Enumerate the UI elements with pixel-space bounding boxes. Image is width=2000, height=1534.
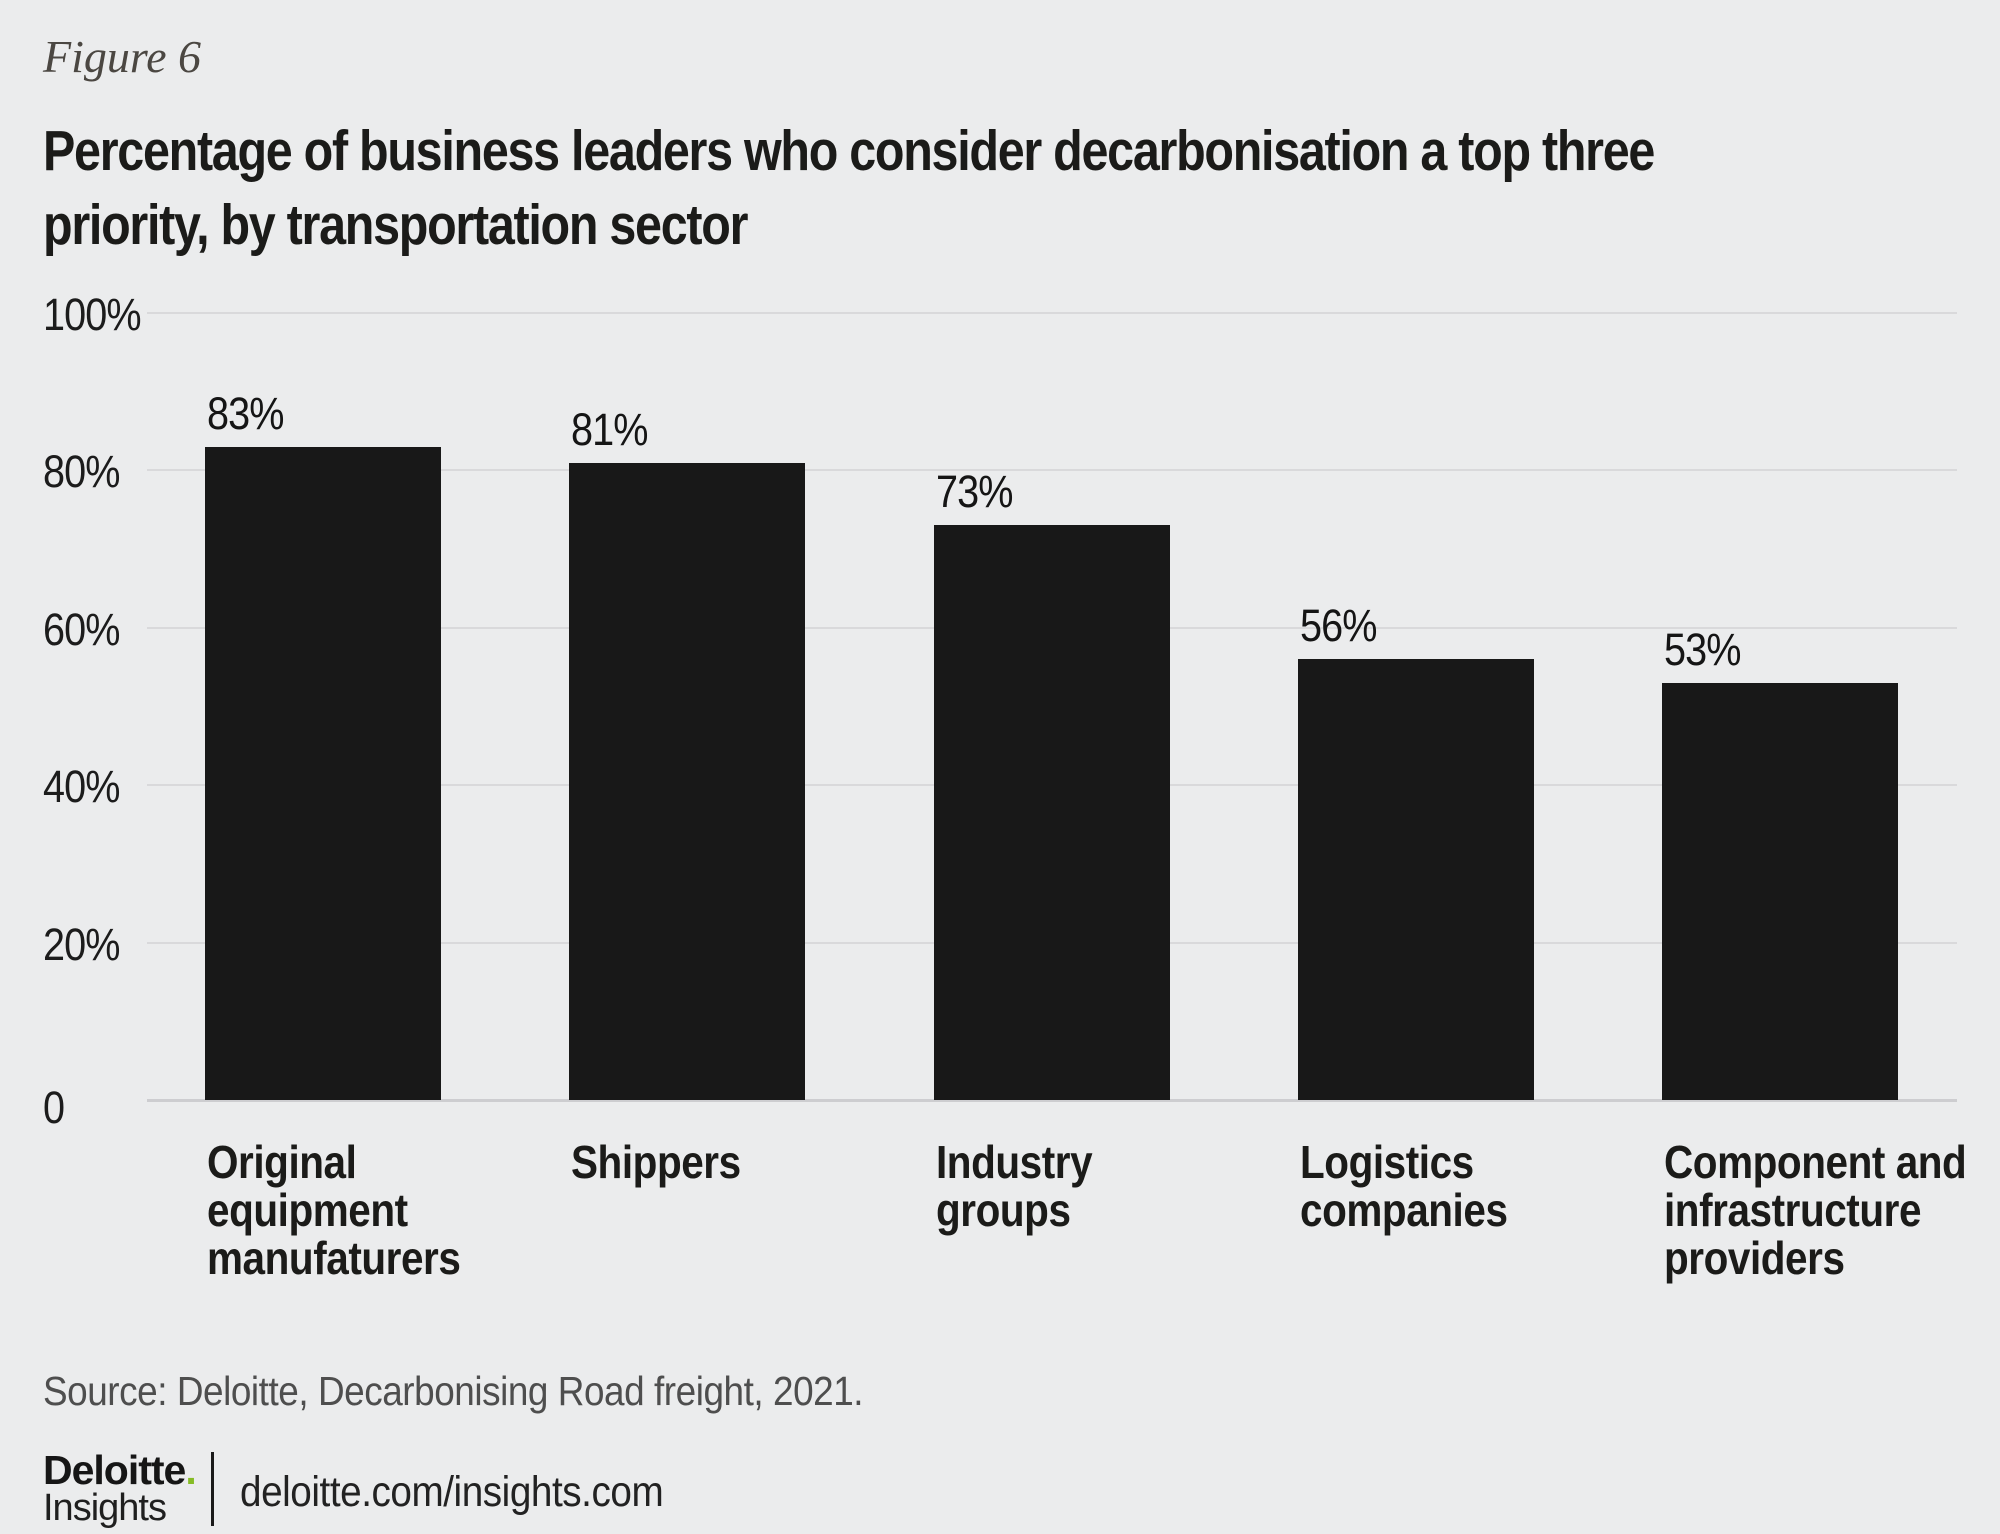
brand-wordmark: Deloitte. xyxy=(43,1447,197,1493)
brand-text: Deloitte xyxy=(43,1447,186,1493)
footer-divider xyxy=(211,1452,214,1526)
bar-5 xyxy=(1662,682,1898,1100)
brand-subtitle: Insights xyxy=(43,1487,167,1529)
y-axis-tick-label: 40% xyxy=(43,761,121,813)
x-axis-baseline xyxy=(147,1099,1957,1102)
y-axis-tick-label: 0 xyxy=(43,1082,65,1133)
bar-value-label: 83% xyxy=(207,387,285,439)
category-label-line: manufaturers xyxy=(207,1232,461,1284)
category-label-line: Component and xyxy=(1664,1136,1967,1188)
gridline-100 xyxy=(147,312,1957,314)
bar-value-label: 81% xyxy=(571,403,649,455)
y-axis-tick-label: 100% xyxy=(43,289,142,340)
chart-title-line-2: priority, by transportation sector xyxy=(43,193,748,257)
y-axis-tick-label: 60% xyxy=(43,603,121,655)
x-axis-category-label: Component and infrastructure providers xyxy=(1664,1136,1967,1284)
category-label-line: Original xyxy=(207,1136,357,1188)
category-label-line: companies xyxy=(1299,1184,1508,1236)
category-label-line: Logistics xyxy=(1299,1136,1474,1188)
x-axis-category-label: Logistics companies xyxy=(1300,1138,1508,1234)
brand-green-dot: . xyxy=(185,1447,196,1493)
chart-title-line-1: Percentage of business leaders who consi… xyxy=(43,119,1655,183)
figure-number-label: Figure 6 xyxy=(43,31,201,82)
x-axis-category-label: Original equipment manufaturers xyxy=(207,1136,461,1284)
x-axis-category-label: Industry groups xyxy=(935,1136,1093,1236)
category-label-line: providers xyxy=(1664,1232,1845,1284)
category-label-line: groups xyxy=(935,1184,1071,1236)
source-note: Source: Deloitte, Decarbonising Road fre… xyxy=(43,1368,864,1414)
category-label-line: Industry xyxy=(935,1136,1093,1188)
y-axis-tick-label: 80% xyxy=(43,446,121,498)
bar-3 xyxy=(933,525,1170,1100)
bar-4 xyxy=(1297,659,1534,1100)
bar-1 xyxy=(205,446,441,1100)
bar-value-label: 73% xyxy=(935,466,1014,518)
footer-url: deloitte.com/insights.com xyxy=(240,1468,664,1516)
x-axis-category-label: Shippers xyxy=(571,1138,741,1186)
deloitte-insights-logo: Deloitte. Insights xyxy=(43,1447,197,1529)
gridline-80 xyxy=(147,469,1957,472)
category-label-line: equipment xyxy=(207,1184,408,1236)
y-axis-tick-label: 20% xyxy=(43,918,121,970)
bar-value-label: 56% xyxy=(1299,600,1378,652)
bar-value-label: 53% xyxy=(1664,623,1742,675)
category-label-line: Shippers xyxy=(571,1136,741,1188)
bar-2 xyxy=(569,462,806,1100)
category-label-line: infrastructure xyxy=(1664,1184,1922,1236)
